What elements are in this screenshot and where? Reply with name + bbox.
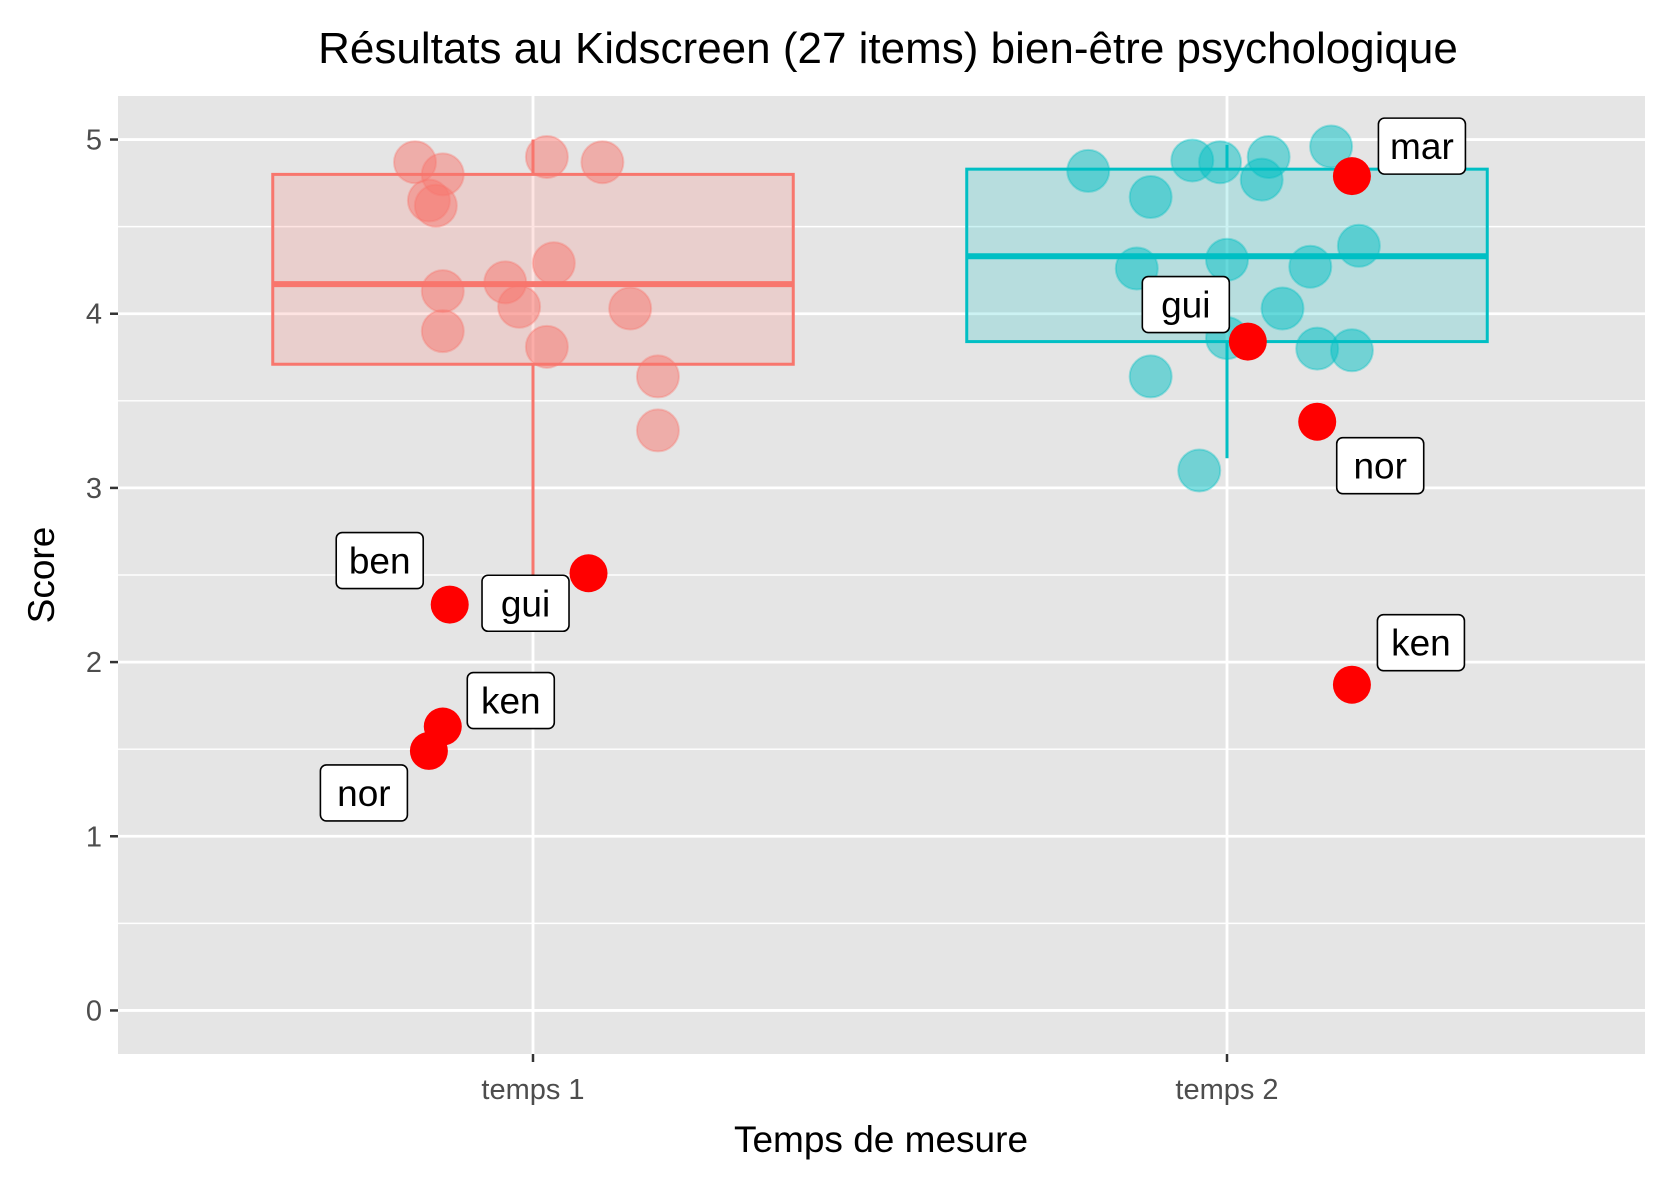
point-label-box — [1141, 275, 1231, 334]
point-label: nor — [1335, 436, 1425, 495]
y-tick-label: 3 — [86, 473, 102, 505]
highlighted-point — [430, 585, 469, 624]
y-axis-title: Score — [21, 527, 62, 624]
data-point — [1288, 244, 1333, 289]
data-point — [1205, 237, 1249, 282]
data-point — [580, 140, 625, 185]
highlighted-point — [569, 554, 608, 593]
data-point — [420, 309, 465, 354]
data-point — [635, 408, 680, 453]
data-point — [1329, 328, 1374, 373]
point-label-text: gui — [501, 583, 550, 624]
x-axis-title: Temps de mesure — [734, 1119, 1028, 1160]
highlighted-point — [1332, 157, 1371, 196]
data-point — [1239, 157, 1284, 202]
data-point — [524, 134, 569, 179]
point-label: nor — [319, 764, 409, 822]
chart-title: Résultats au Kidscreen (27 items) bien-ê… — [318, 24, 1458, 73]
point-label-box — [319, 764, 409, 822]
y-tick-label: 5 — [86, 125, 102, 157]
data-point — [1128, 175, 1173, 220]
point-label-text: ken — [481, 681, 541, 722]
data-point — [1198, 140, 1243, 185]
x-tick-label: temps 2 — [1175, 1074, 1278, 1106]
data-point — [1336, 223, 1381, 268]
data-point — [524, 324, 569, 369]
data-point — [531, 241, 576, 286]
data-point — [1260, 286, 1305, 331]
highlighted-point — [1228, 322, 1267, 361]
y-axis: 0 1 2 3 4 5 — [86, 125, 118, 1027]
data-point — [608, 286, 653, 331]
point-label-box — [1377, 117, 1467, 175]
highlighted-points — [409, 157, 1371, 770]
data-point — [1177, 448, 1222, 493]
point-label-text: nor — [337, 773, 390, 814]
y-tick-label: 0 — [86, 995, 102, 1027]
point-label: mar — [1377, 117, 1467, 175]
point-label: ken — [466, 671, 556, 730]
point-label: ben — [335, 531, 425, 590]
highlighted-point — [1332, 665, 1371, 704]
x-axis: temps 1 temps 2 — [481, 1054, 1279, 1106]
data-point — [1066, 148, 1111, 193]
x-tick-label: temps 1 — [481, 1074, 584, 1106]
highlighted-point — [1298, 402, 1337, 441]
y-tick-label: 4 — [86, 299, 102, 331]
data-point — [497, 284, 542, 329]
data-point — [413, 183, 458, 228]
highlighted-point — [409, 731, 448, 770]
data-point — [1309, 124, 1354, 169]
point-label-box — [1376, 613, 1466, 672]
point-label-box — [466, 671, 556, 730]
point-label-text: gui — [1161, 285, 1210, 326]
y-tick-label: 1 — [86, 821, 102, 853]
point-labels: ben gui ken nor mar gui nor ken — [319, 117, 1467, 822]
point-label: gui — [481, 574, 570, 633]
point-label-text: nor — [1353, 446, 1406, 487]
data-point — [1128, 354, 1173, 399]
y-tick-label: 2 — [86, 647, 102, 679]
data-points — [393, 124, 1381, 493]
point-label-text: ken — [1391, 623, 1451, 664]
data-point — [635, 354, 680, 399]
point-label-box — [481, 574, 570, 633]
point-label-box — [335, 531, 425, 590]
point-label: ken — [1376, 613, 1466, 672]
data-point — [420, 269, 465, 314]
point-label-text: ben — [349, 541, 411, 582]
point-label: gui — [1141, 275, 1231, 334]
point-label-box — [1335, 436, 1425, 495]
point-label-text: mar — [1390, 126, 1454, 167]
